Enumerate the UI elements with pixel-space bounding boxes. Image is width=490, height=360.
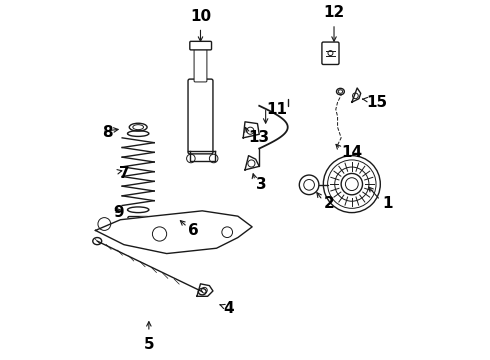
Text: 1: 1 [382, 196, 392, 211]
Text: 13: 13 [248, 130, 270, 145]
Polygon shape [96, 211, 252, 253]
Text: 12: 12 [323, 5, 344, 20]
Text: 6: 6 [188, 223, 199, 238]
Text: 9: 9 [113, 205, 124, 220]
FancyBboxPatch shape [194, 44, 207, 82]
Text: 8: 8 [102, 125, 113, 140]
Text: 4: 4 [223, 301, 234, 316]
FancyBboxPatch shape [322, 42, 339, 64]
FancyBboxPatch shape [128, 216, 148, 226]
Text: 3: 3 [256, 177, 266, 192]
Text: 11: 11 [267, 102, 287, 117]
Text: 7: 7 [119, 166, 129, 181]
FancyBboxPatch shape [190, 41, 212, 50]
Text: 5: 5 [144, 337, 154, 351]
Text: 14: 14 [341, 145, 362, 159]
Text: 15: 15 [366, 95, 387, 110]
Text: 10: 10 [190, 9, 211, 24]
Text: 2: 2 [323, 196, 334, 211]
FancyBboxPatch shape [188, 79, 213, 154]
